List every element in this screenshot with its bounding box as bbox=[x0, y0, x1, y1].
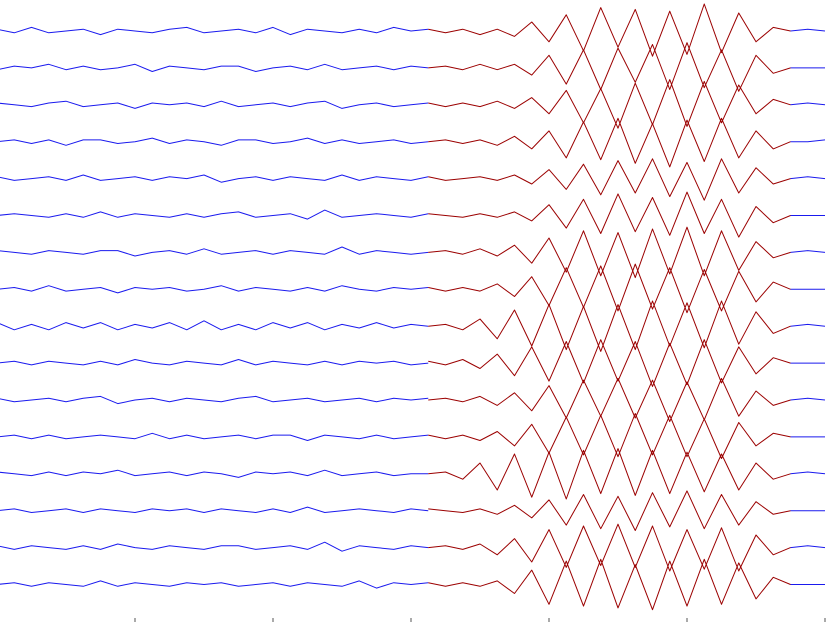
signal-trace bbox=[0, 246, 826, 257]
signal-trace bbox=[428, 42, 791, 92]
signal-trace bbox=[428, 300, 791, 352]
signal-trace bbox=[428, 158, 791, 201]
signal-trace bbox=[428, 448, 791, 500]
signal-trace bbox=[0, 580, 825, 589]
signal-trace bbox=[428, 339, 791, 387]
signal-trace bbox=[0, 541, 826, 552]
signal-trace bbox=[0, 359, 825, 366]
signal-trace bbox=[428, 191, 791, 238]
signal-trace bbox=[0, 320, 826, 331]
signal-trace bbox=[428, 79, 791, 129]
signal-trace bbox=[0, 100, 826, 109]
signal-trace bbox=[428, 558, 791, 611]
signal-trace bbox=[0, 209, 825, 220]
signal-trace bbox=[428, 3, 791, 57]
signal-trace bbox=[428, 523, 791, 572]
signal-trace bbox=[0, 395, 826, 405]
signal-trace bbox=[428, 226, 791, 279]
signal-trace bbox=[428, 263, 791, 314]
signal-trace bbox=[428, 377, 791, 423]
signal-trace bbox=[0, 285, 825, 294]
signal-trace bbox=[428, 413, 791, 459]
signal-trace bbox=[0, 26, 826, 36]
signal-trace bbox=[0, 174, 826, 183]
signal-trace bbox=[0, 432, 825, 441]
signal-trace bbox=[0, 63, 825, 72]
signal-trace bbox=[428, 117, 791, 168]
signal-trace bbox=[0, 506, 825, 513]
signal-trace bbox=[0, 137, 826, 146]
signal-trace bbox=[0, 469, 826, 478]
signal-trace bbox=[428, 490, 791, 531]
